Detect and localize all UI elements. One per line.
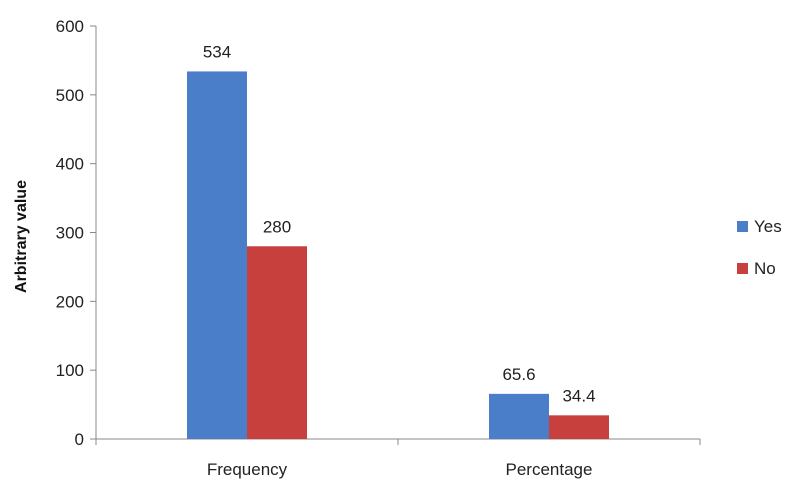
data-label: 280: [263, 217, 291, 236]
legend-swatch-yes: [737, 221, 748, 232]
bar-no-percentage: [549, 415, 609, 439]
y-axis: 0 100 200 300 400 500 600: [56, 17, 97, 449]
x-tick-label: Frequency: [207, 460, 288, 479]
y-tick-label: 300: [56, 224, 84, 243]
legend-swatch-no: [737, 263, 748, 274]
data-label: 65.6: [502, 365, 535, 384]
x-tick-label: Percentage: [506, 460, 593, 479]
data-label: 34.4: [562, 386, 595, 405]
data-labels: 534 280 65.6 34.4: [203, 42, 596, 405]
bar-yes-percentage: [489, 393, 549, 439]
y-axis-label: Arbitrary value: [13, 180, 30, 293]
legend: Yes No: [737, 217, 782, 278]
legend-label-yes: Yes: [754, 217, 782, 236]
y-tick-label: 0: [75, 430, 84, 449]
y-tick-label: 200: [56, 292, 84, 311]
bars: [187, 71, 609, 440]
y-tick-label: 500: [56, 86, 84, 105]
x-axis: Frequency Percentage: [95, 438, 701, 479]
data-label: 534: [203, 42, 231, 61]
bar-no-frequency: [247, 246, 307, 439]
y-tick-label: 100: [56, 361, 84, 380]
legend-label-no: No: [754, 259, 776, 278]
y-tick-label: 600: [56, 17, 84, 36]
bar-yes-frequency: [187, 71, 247, 440]
y-tick-label: 400: [56, 155, 84, 174]
